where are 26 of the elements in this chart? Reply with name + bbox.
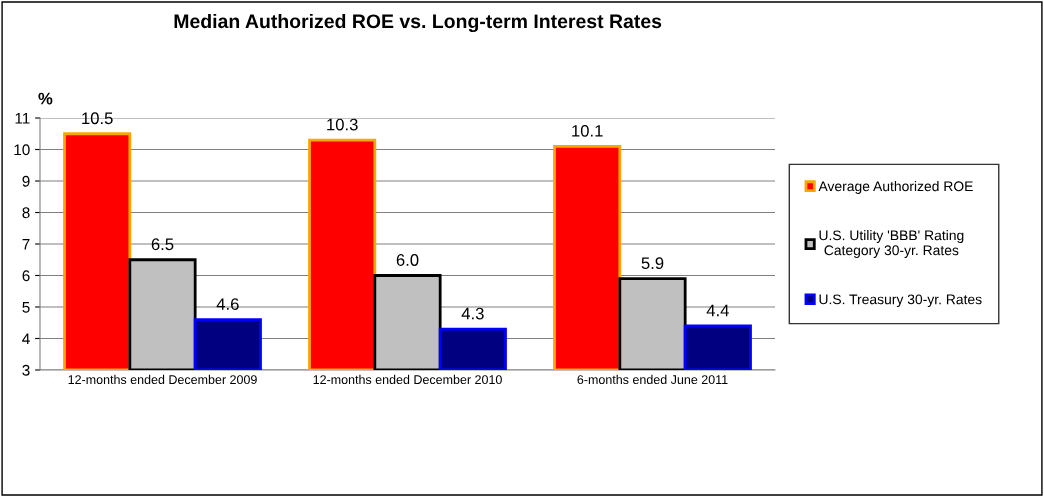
legend-label: Average Authorized ROE [818,180,973,194]
x-tick-label: 6-months ended June 2011 [577,374,728,385]
legend-label: U.S. Treasury 30-yr. Rates [819,294,982,308]
data-label: 4.3 [461,307,484,320]
data-label: 4.4 [706,304,729,317]
data-label: 6.0 [396,254,419,266]
y-tick-label: 5 [22,302,30,313]
y-tick-label: 8 [22,207,30,219]
y-tick-label: 9 [22,175,30,187]
y-tick-label: 3 [22,364,30,376]
data-label: 10.5 [82,112,113,125]
data-label: 10.3 [327,118,358,131]
x-tick-label: 12-months ended December 2009 [68,374,257,385]
data-label: 4.6 [216,298,239,311]
y-tick-label: 10 [14,144,30,156]
y-tick-label: 7 [22,239,30,250]
y-tick-label: 6 [22,270,30,282]
chart-title: Median Authorized ROE vs. Long-term Interest Rates [174,13,662,33]
data-label: 10.1 [572,124,603,137]
y-tick-label: 4 [22,333,30,345]
x-tick-label: 12-months ended December 2010 [313,374,502,385]
data-label: 6.5 [151,238,174,251]
y-axis-title: % [38,92,53,105]
y-tick-label: 11 [15,113,30,124]
data-label: 5.9 [641,257,664,270]
legend-label: U.S. Utility 'BBB' Rating Category 30-yr. Rates [819,230,964,258]
